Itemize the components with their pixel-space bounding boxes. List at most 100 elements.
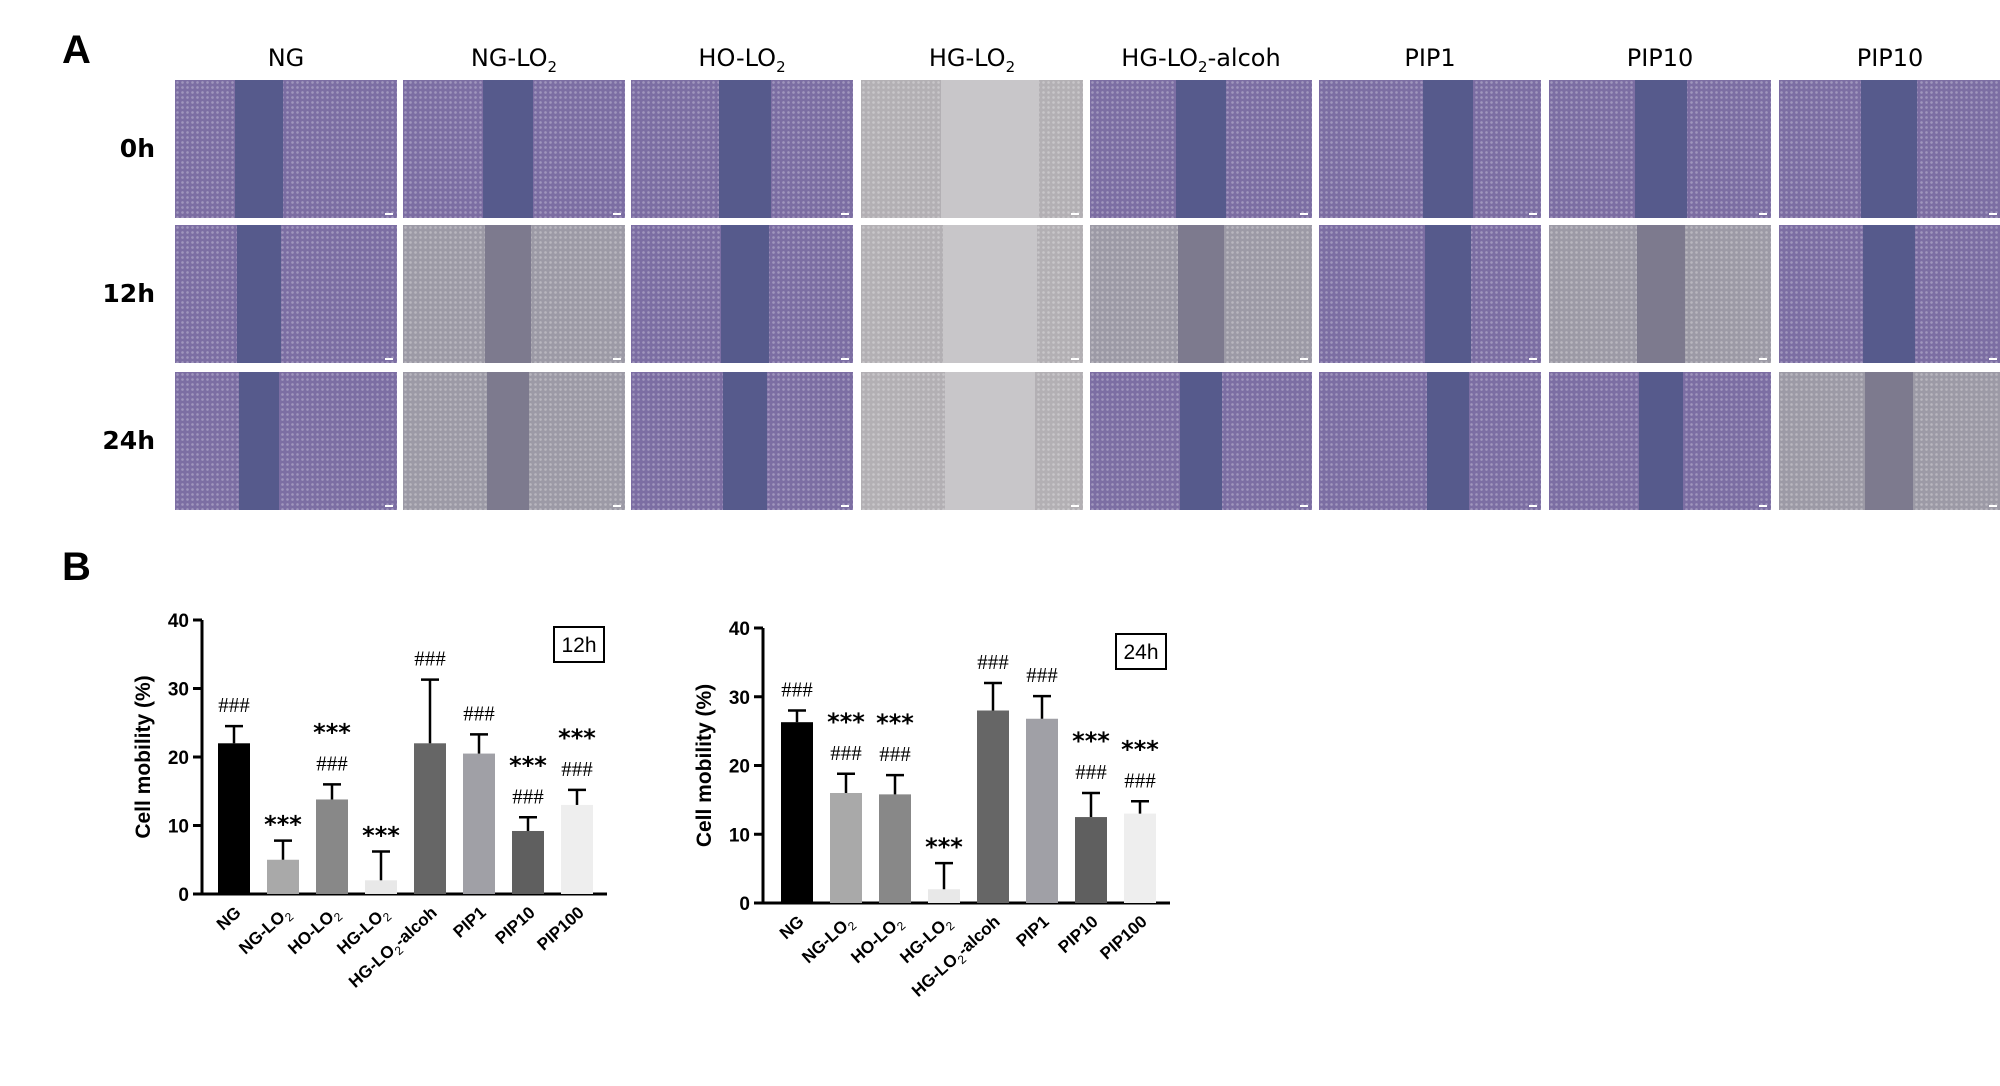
- significance-annotation: ###: [561, 757, 593, 781]
- y-tick-label: 40: [729, 619, 750, 640]
- x-tick-label-text: NG-LO: [235, 907, 288, 958]
- bar: [781, 722, 813, 903]
- time-label: 24h: [1123, 641, 1158, 664]
- x-tick-label: NG-LO2: [798, 912, 859, 970]
- significance-annotation: ***: [876, 709, 914, 737]
- micrograph-tile: [1549, 372, 1771, 510]
- wound-gap: [1180, 372, 1222, 510]
- x-tick-label: PIP100: [534, 903, 588, 954]
- wound-gap: [487, 372, 529, 510]
- wound-gap: [719, 80, 771, 218]
- row-label: 12h: [102, 279, 155, 308]
- significance-annotation: ***: [362, 822, 400, 850]
- significance-annotation: ###: [218, 693, 250, 717]
- panel-a-label: A: [62, 28, 91, 72]
- x-tick-label: HO-LO2: [284, 903, 345, 961]
- x-tick-label-text: PIP1: [1013, 912, 1053, 951]
- wound-gap: [941, 80, 1039, 218]
- y-tick-label: 30: [168, 680, 189, 701]
- x-tick-label-text: NG-LO: [798, 916, 851, 967]
- significance-annotation: ###: [781, 678, 813, 702]
- column-label-suffix: -alcoh: [1207, 44, 1281, 72]
- bar: [561, 804, 593, 894]
- x-tick-label-suffix: -alcoh: [954, 912, 1004, 960]
- bar: [512, 830, 544, 894]
- micrograph-tile: [861, 80, 1083, 218]
- wound-gap: [1861, 80, 1917, 218]
- scale-bar: [1989, 213, 1997, 215]
- scale-bar: [1529, 505, 1537, 507]
- wound-gap: [1863, 225, 1915, 363]
- column-label-text: PIP10: [1856, 44, 1924, 72]
- significance-annotation: ###: [414, 647, 446, 671]
- micrograph-tile: [1779, 80, 2000, 218]
- scale-bar: [385, 505, 393, 507]
- micrograph-tile: [1549, 80, 1771, 218]
- wound-gap: [483, 80, 533, 218]
- scale-bar: [1759, 358, 1767, 360]
- y-tick-label: 0: [178, 885, 189, 906]
- significance-annotation: ###: [316, 751, 348, 775]
- bar: [1026, 718, 1058, 903]
- x-tick-label-text: NG: [776, 912, 808, 943]
- y-tick-label: 40: [168, 611, 189, 632]
- scale-bar: [1759, 213, 1767, 215]
- scale-bar: [1300, 358, 1308, 360]
- scale-bar: [841, 505, 849, 507]
- micrograph-tile: [403, 372, 625, 510]
- wound-gap: [237, 225, 281, 363]
- wound-gap: [1178, 225, 1224, 363]
- micrograph-tile: [1779, 372, 2000, 510]
- micrograph-tile: [631, 80, 853, 218]
- x-tick-label: PIP1: [450, 903, 490, 942]
- x-tick-label-text: PIP10: [1055, 912, 1102, 957]
- wound-gap: [239, 372, 279, 510]
- y-tick-label: 20: [168, 748, 189, 769]
- time-label-box: [553, 626, 605, 663]
- x-tick-label-text: PIP1: [450, 903, 490, 942]
- micrograph-tile: [861, 372, 1083, 510]
- significance-annotation: ###: [1026, 663, 1058, 687]
- micrograph-tile: [403, 80, 625, 218]
- wound-gap: [1865, 372, 1913, 510]
- scale-bar: [1989, 505, 1997, 507]
- scale-bar: [1759, 505, 1767, 507]
- wound-gap: [1427, 372, 1469, 510]
- bar: [1075, 817, 1107, 903]
- micrograph-tile: [1090, 80, 1312, 218]
- micrograph-tile: [1090, 372, 1312, 510]
- significance-annotation: ###: [1124, 768, 1156, 792]
- y-axis-label: Cell mobility (%): [132, 675, 155, 838]
- column-label: HG-LO2: [862, 44, 1082, 76]
- time-label-box: [1115, 633, 1167, 670]
- wound-gap: [721, 225, 769, 363]
- wound-gap: [1635, 80, 1687, 218]
- x-tick-label: NG: [213, 903, 245, 934]
- column-label: HO-LO2: [632, 44, 852, 76]
- column-label-subscript: 2: [1005, 57, 1016, 76]
- column-label: PIP10: [1780, 44, 2000, 72]
- micrograph-tile: [1090, 225, 1312, 363]
- wound-gap: [235, 80, 283, 218]
- bar: [1124, 813, 1156, 903]
- scale-bar: [1529, 358, 1537, 360]
- time-label: 12h: [561, 634, 596, 657]
- row-label: 24h: [102, 426, 155, 455]
- scale-bar: [613, 505, 621, 507]
- bar: [414, 743, 446, 894]
- x-tick-label-text: NG: [213, 903, 245, 934]
- x-tick-label: NG: [776, 912, 808, 943]
- micrograph-tile: [631, 372, 853, 510]
- column-label-text: PIP1: [1404, 44, 1456, 72]
- scale-bar: [613, 358, 621, 360]
- micrograph-tile: [175, 80, 397, 218]
- column-label: HG-LO2-alcoh: [1091, 44, 1311, 76]
- scale-bar: [1071, 358, 1079, 360]
- scale-bar: [1529, 213, 1537, 215]
- panel-b-label: B: [62, 545, 91, 589]
- wound-gap: [1423, 80, 1473, 218]
- scale-bar: [841, 358, 849, 360]
- x-tick-label-suffix: -alcoh: [391, 903, 441, 951]
- bar: [365, 880, 397, 894]
- scale-bar: [1300, 213, 1308, 215]
